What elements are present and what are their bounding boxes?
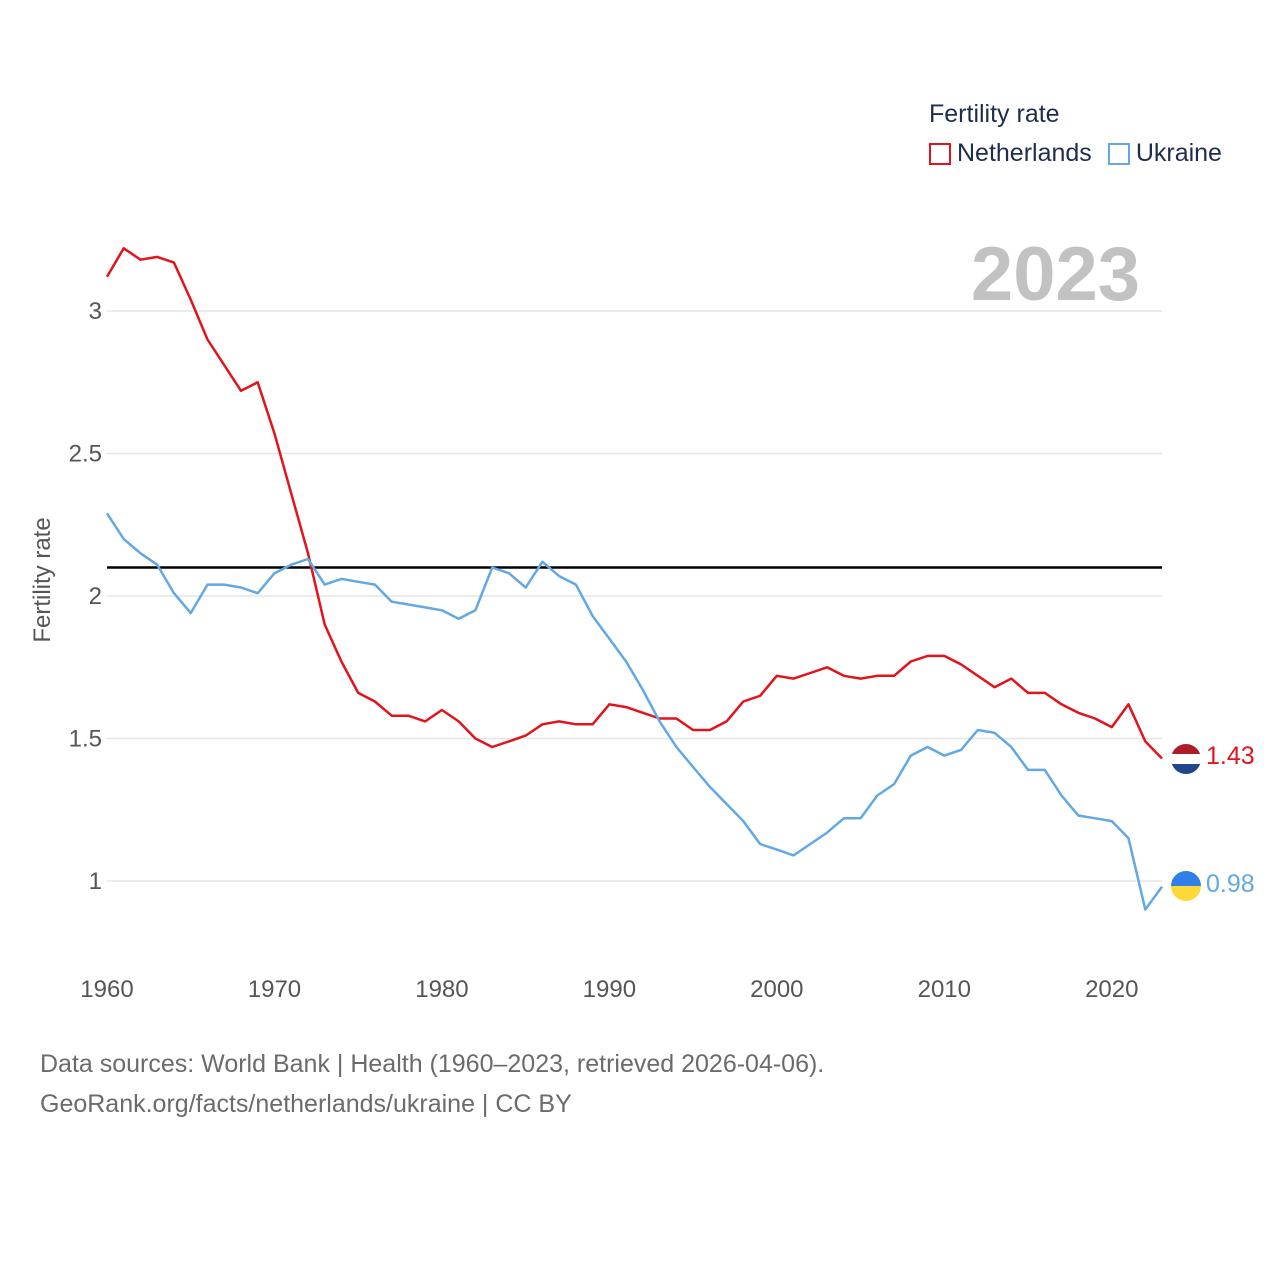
x-tick-label: 1990 (583, 976, 636, 1003)
y-tick-label: 1.5 (69, 726, 102, 753)
legend-title: Fertility rate (929, 100, 1060, 128)
y-tick-label: 2.5 (69, 441, 102, 468)
y-axis-title: Fertility rate (29, 517, 56, 642)
netherlands-flag-icon (1171, 744, 1201, 774)
y-tick-label: 3 (89, 298, 102, 325)
series-line-ukraine (105, 512, 1164, 911)
x-tick-label: 2010 (918, 976, 971, 1003)
legend-item-ukraine[interactable]: Ukraine (1107, 139, 1222, 168)
x-tick-label: 1970 (248, 976, 301, 1003)
ukraine-end-value: 0.98 (1206, 870, 1255, 898)
x-tick-label: 1980 (415, 976, 468, 1003)
x-tick-label: 2000 (750, 976, 803, 1003)
x-tick-label: 2020 (1085, 976, 1138, 1003)
netherlands-swatch (929, 142, 951, 165)
y-tick-label: 1 (89, 868, 102, 895)
legend: Fertility rate Netherlands Ukraine (929, 100, 1238, 168)
x-tick-label: 1960 (80, 976, 133, 1003)
y-tick-label: 2 (89, 583, 102, 610)
legend-label-ukraine: Ukraine (1135, 139, 1222, 167)
series-line-netherlands (105, 247, 1163, 760)
attribution-text: GeoRank.org/facts/netherlands/ukraine | … (40, 1090, 572, 1118)
ukraine-swatch (1107, 142, 1130, 165)
ukraine-flag-icon (1171, 871, 1201, 901)
legend-label-netherlands: Netherlands (957, 139, 1092, 167)
data-sources-text: Data sources: World Bank | Health (1960–… (40, 1050, 825, 1078)
legend-item-netherlands[interactable]: Netherlands (929, 139, 1092, 168)
year-watermark: 2023 (971, 232, 1140, 317)
footer: Data sources: World Bank | Health (1960–… (40, 1044, 824, 1124)
netherlands-end-value: 1.43 (1206, 742, 1255, 770)
